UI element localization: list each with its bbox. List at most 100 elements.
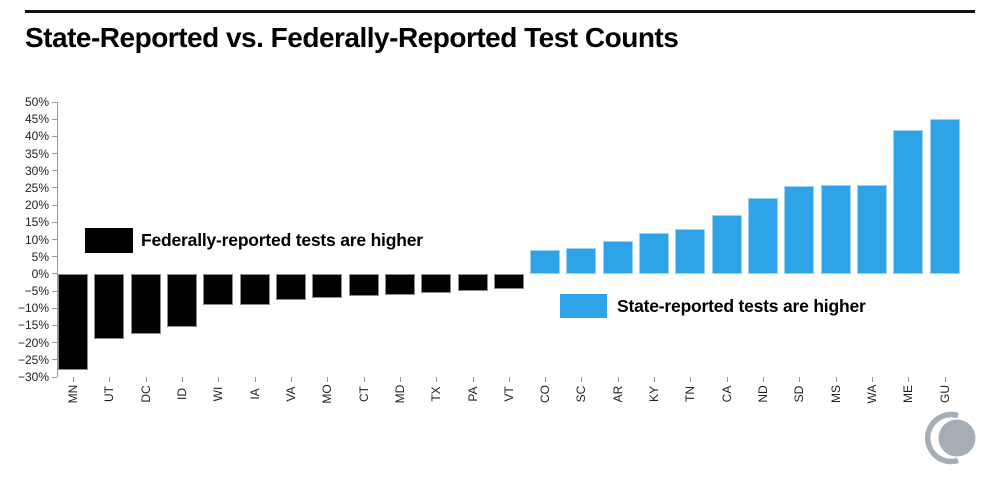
y-axis-line [57,102,58,377]
x-tick [472,377,474,382]
x-tick [218,377,220,382]
x-tick [73,377,74,382]
y-tick-label: −10% [17,301,49,316]
y-tick-label: 30% [24,163,49,178]
y-tick [52,376,57,378]
y-tick-label: −5% [24,284,49,299]
x-axis-label-sc: SC [574,385,589,403]
x-axis-label-ct: CT [356,386,371,402]
bar-md [384,273,415,295]
y-tick-label: −20% [17,335,49,350]
bar-id [166,273,197,328]
x-tick [545,377,547,382]
x-tick [908,377,910,382]
bar-mn [58,273,88,371]
y-tick-label: 25% [24,180,49,195]
bar-ct [348,273,379,297]
bar-wa [857,184,888,274]
x-axis-label-tn: TN [683,386,698,402]
x-tick [763,377,765,382]
y-tick [52,342,57,344]
y-tick [52,256,57,258]
legend-state-swatch [560,294,607,318]
y-tick-label: 35% [24,146,49,161]
x-axis-label-ky: KY [647,385,662,403]
legend-federal-swatch [85,228,133,253]
y-tick-label: −15% [17,318,49,333]
x-axis-label-va: VA [283,386,298,402]
legend-federal-label: Federally-reported tests are higher [141,230,423,250]
bar-mo [312,273,343,298]
bar-nd [748,198,779,274]
x-axis-label-nd: ND [756,385,771,403]
y-tick [52,359,57,361]
x-tick [363,377,365,382]
x-tick [145,377,147,382]
bar-ut [94,273,125,340]
legend-state: State-reported tests are higher [560,294,866,318]
y-tick [52,170,57,172]
x-axis-label-dc: DC [138,385,153,403]
x-axis-label-wi: WI [211,386,226,402]
bar-ia [239,273,270,305]
x-tick [399,377,401,382]
y-tick [52,135,57,137]
x-axis-label-tx: TX [429,386,444,402]
bar-ca [711,215,742,274]
y-tick [52,239,57,240]
x-axis-label-gu: GU [937,385,952,403]
y-tick-label: −30% [17,370,49,384]
y-tick [52,290,57,292]
x-tick [327,377,329,382]
bar-va [275,273,306,300]
x-axis-label-id: ID [174,388,189,400]
y-tick [52,307,57,309]
x-tick [799,377,801,382]
y-tick-label: 10% [24,232,49,247]
x-axis-label-ia: IA [247,388,262,400]
x-axis-label-ms: MS [828,385,843,403]
bar-tx [421,273,452,293]
x-tick [872,377,874,382]
legend-federal: Federally-reported tests are higher [85,228,423,253]
bar-wi [203,273,234,305]
x-tick [109,377,111,382]
legend-state-label: State-reported tests are higher [617,295,866,316]
y-tick-label: 45% [24,112,49,127]
covid-tracking-project-logo [924,411,976,465]
y-tick [52,187,57,189]
bar-co [530,249,561,274]
y-tick [52,221,57,223]
y-tick [52,204,57,206]
bar-tn [675,229,706,274]
x-axis-label-ca: CA [719,385,734,403]
y-tick-label: 15% [24,215,49,230]
x-tick [690,377,692,382]
x-axis-label-mo: MO [320,384,335,404]
x-tick [654,377,656,382]
bar-dc [130,273,161,335]
x-tick [181,377,183,382]
bar-sd [784,186,815,274]
x-tick [835,377,837,382]
y-tick [52,324,57,326]
plot-area: 50% 45% 40% 35% 30% 25% 20% 15% 10% 5% 0% −5% −10% −1… [18,96,965,404]
bar-ky [639,232,670,274]
x-tick [617,377,619,382]
y-tick-label: 0% [31,266,49,281]
x-axis-label-wa: WA [865,384,880,404]
x-tick [436,377,438,382]
x-axis-label-md: MD [392,384,407,404]
bar-me [893,129,924,274]
x-axis-label-co: CO [538,385,553,403]
y-tick-label: 20% [24,198,49,213]
y-tick-label: 40% [24,129,49,144]
x-tick [726,377,728,382]
x-tick [581,377,583,382]
chart-title: State-Reported vs. Federally-Reported Te… [25,22,679,53]
y-tick-label: 50% [24,95,49,109]
bar-ms [820,184,851,274]
y-tick [52,101,57,103]
x-axis-label-vt: VT [501,386,516,402]
